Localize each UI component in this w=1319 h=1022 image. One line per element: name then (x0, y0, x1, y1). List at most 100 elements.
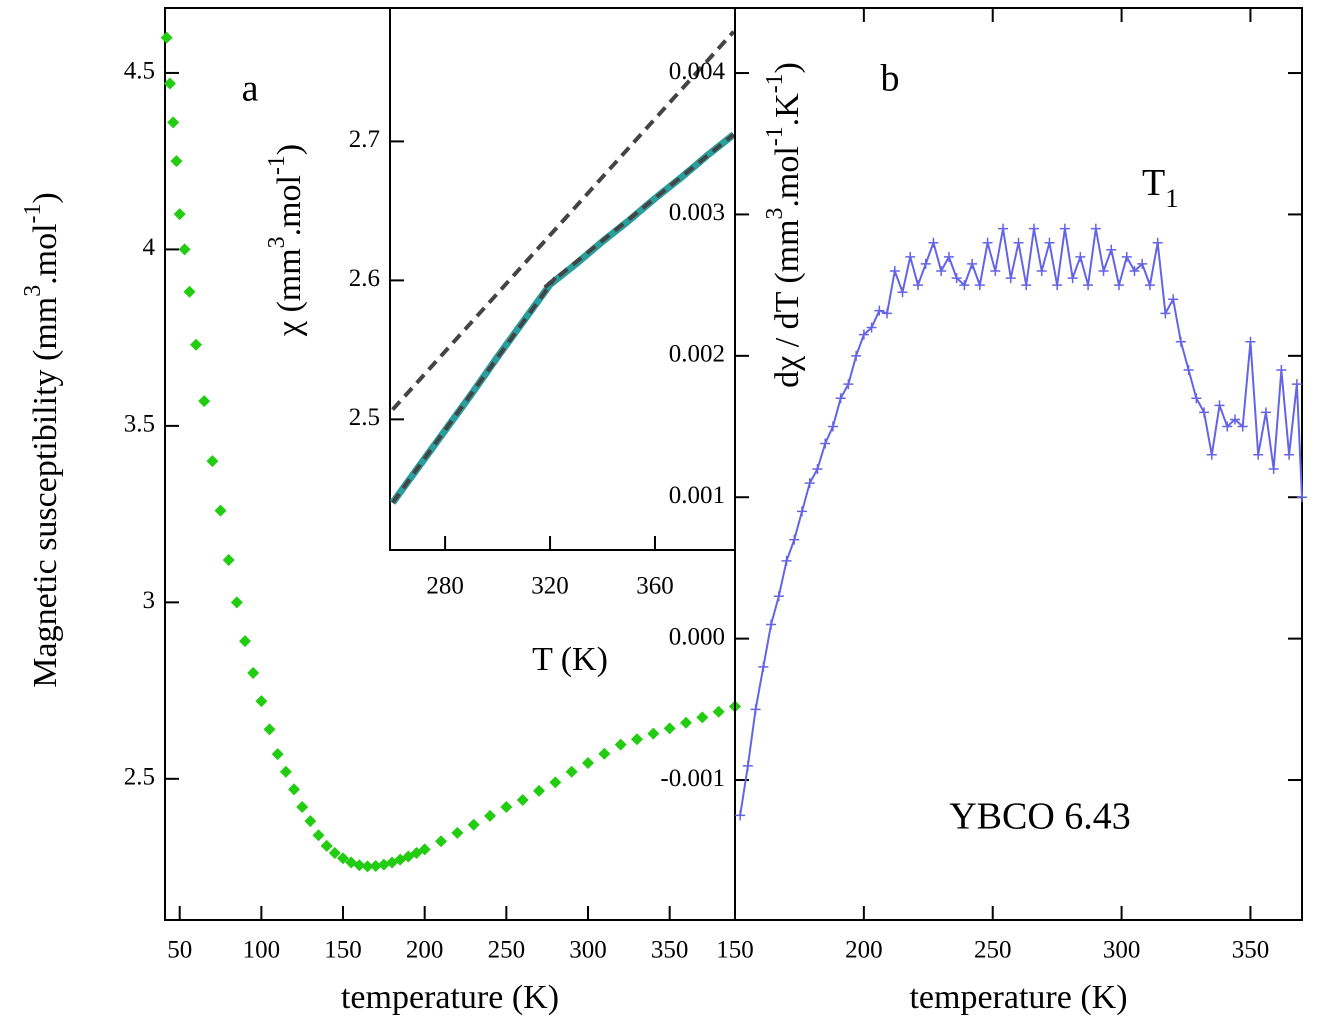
data-point (337, 852, 350, 865)
y-tick-label: 2.6 (349, 265, 380, 292)
data-point (1168, 294, 1179, 305)
data-point (680, 716, 693, 729)
data-point (912, 280, 923, 291)
data-point (500, 801, 513, 814)
data-point (1291, 379, 1302, 390)
data-point (1206, 449, 1217, 460)
data-point (804, 478, 815, 489)
y-axis-label-part: dχ / dT (mm (769, 219, 806, 387)
data-point (614, 738, 627, 751)
data-point (1175, 336, 1186, 347)
data-point (1245, 336, 1256, 347)
data-point (781, 555, 792, 566)
x-tick-label: 150 (716, 937, 754, 964)
data-point (183, 285, 196, 298)
y-tick-label: 2.5 (349, 404, 380, 431)
data-point (1237, 421, 1248, 432)
data-point (549, 776, 562, 789)
x-tick-label: 200 (845, 937, 883, 964)
data-point (647, 727, 660, 740)
data-point (758, 661, 769, 672)
y-tick-label: 3.5 (124, 411, 155, 438)
data-point (1229, 414, 1240, 425)
data-point (239, 635, 252, 648)
y-axis-label-part: ) (271, 144, 308, 155)
data-point (696, 711, 709, 724)
y-tick-label: -0.001 (660, 765, 725, 792)
x-tick-label: 50 (167, 937, 192, 964)
data-point (1114, 280, 1125, 291)
data-point (230, 596, 243, 609)
x-tick-label: 280 (426, 573, 464, 600)
x-tick-label: 320 (531, 573, 569, 600)
y-tick-label: 4 (143, 234, 156, 261)
x-tick-label: 150 (324, 937, 362, 964)
data-point (820, 438, 831, 449)
curve-label-part: T (1142, 162, 1165, 204)
data-point (1036, 265, 1047, 276)
data-point (1268, 463, 1279, 474)
data-point (1276, 364, 1287, 375)
data-point (435, 835, 448, 848)
data-point (920, 258, 931, 269)
data-point (1222, 421, 1233, 432)
data-point (467, 818, 480, 831)
data-point (263, 723, 276, 736)
y-axis-label-part: -1 (20, 204, 46, 224)
data-point (1067, 273, 1078, 284)
data-point (418, 843, 431, 856)
y-tick-label: 0.000 (669, 623, 725, 650)
data-point (170, 155, 183, 168)
y-axis-label-part: .mol (27, 223, 64, 284)
data-point (773, 591, 784, 602)
x-axis-label: temperature (K) (341, 979, 559, 1016)
data-point (789, 534, 800, 545)
data-point (328, 846, 341, 859)
data-point (951, 273, 962, 284)
data-line (543, 132, 735, 289)
x-tick-label: 250 (488, 937, 526, 964)
data-point (990, 265, 1001, 276)
data-point (173, 208, 186, 221)
x-tick-label: 250 (974, 937, 1012, 964)
x-tick-label: 100 (243, 937, 281, 964)
panel-letter: b (881, 58, 900, 100)
y-tick-label: 2.7 (349, 126, 380, 153)
data-point (255, 695, 268, 708)
data-point (377, 858, 390, 871)
data-point (631, 733, 644, 746)
y-axis-label-part: .K (769, 93, 806, 127)
data-point (369, 860, 382, 872)
y-axis-label-part: .mol (769, 146, 806, 207)
data-point (304, 815, 317, 828)
data-line (391, 30, 736, 411)
y-axis-label: dχ / dT (mm3.mol-1.K-1) (762, 62, 805, 388)
data-point (312, 829, 325, 842)
data-point (1013, 237, 1024, 248)
data-point (1090, 223, 1101, 234)
data-point (1044, 237, 1055, 248)
data-point (967, 258, 978, 269)
data-point (1083, 280, 1094, 291)
curve-label-part: 1 (1165, 183, 1178, 213)
data-point (1121, 251, 1132, 262)
data-point (288, 783, 301, 796)
data-point (206, 455, 219, 468)
x-tick-label: 360 (636, 573, 674, 600)
data-point (1075, 251, 1086, 262)
y-axis-label-part: Magnetic susceptibility (mm (27, 297, 64, 688)
y-axis-label-part: ) (27, 192, 64, 203)
data-point (214, 504, 227, 517)
y-axis-label: Magnetic susceptibility (mm3.mol-1) (20, 192, 63, 687)
data-point (943, 251, 954, 262)
y-tick-label: 0.001 (669, 482, 725, 509)
x-axis-label: temperature (K) (909, 979, 1127, 1016)
data-point (1152, 237, 1163, 248)
y-axis-label-part: ) (769, 62, 806, 73)
x-tick-label: 350 (651, 937, 689, 964)
data-point (974, 280, 985, 291)
data-point (982, 237, 993, 248)
data-point (178, 243, 191, 256)
data-point (928, 237, 939, 248)
